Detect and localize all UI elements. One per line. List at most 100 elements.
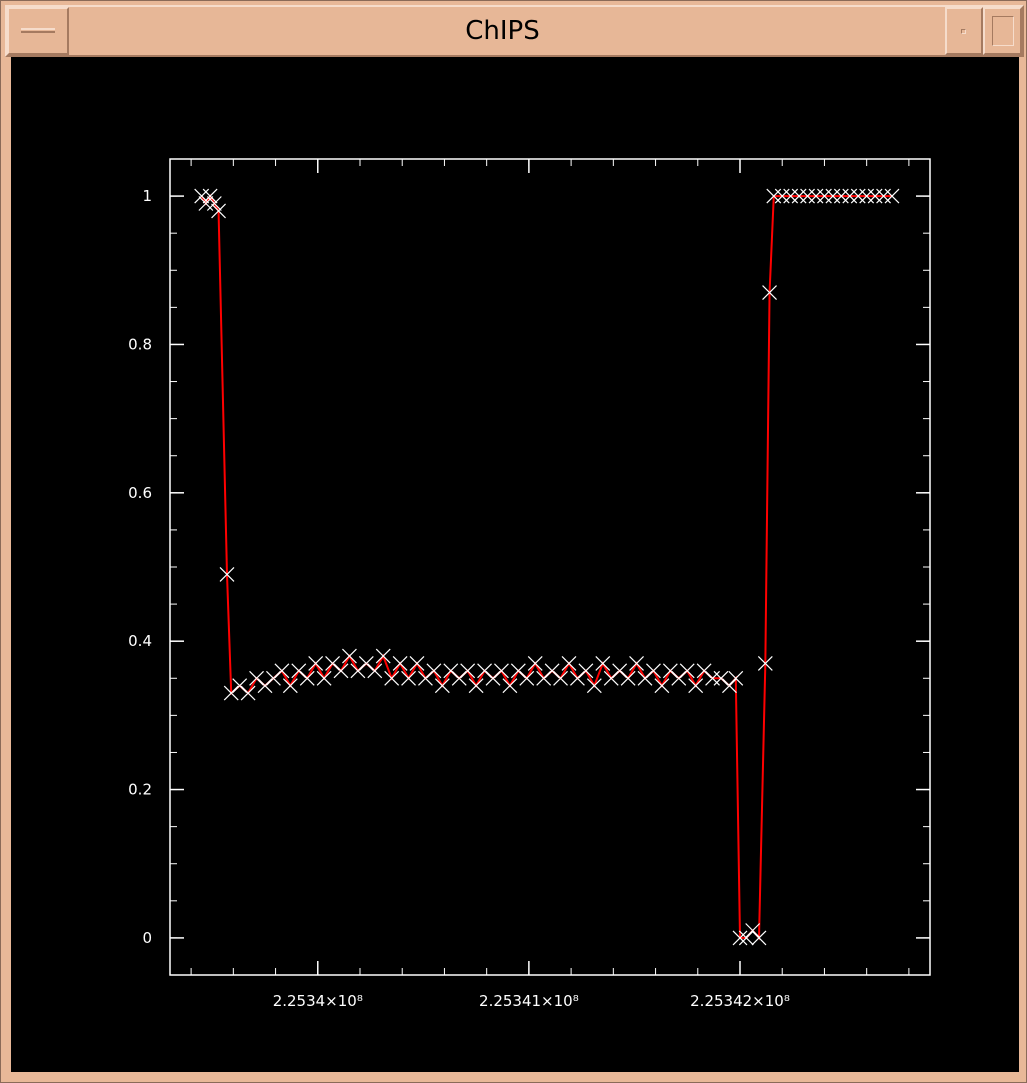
data-point-marker: [232, 678, 248, 694]
data-point-marker: [316, 670, 332, 686]
data-point-marker: [646, 663, 661, 679]
data-point-marker: [586, 678, 602, 694]
y-tick-label: 1: [142, 187, 152, 205]
data-point-marker: [219, 566, 235, 582]
data-point-marker: [800, 188, 815, 204]
data-point-marker: [762, 285, 777, 300]
data-point-marker: [867, 188, 883, 204]
data-point-marker: [671, 670, 687, 686]
data-point-marker: [502, 678, 518, 694]
data-point-marker: [728, 670, 744, 686]
data-point-marker: [342, 648, 357, 664]
data-point-marker: [751, 930, 767, 946]
data-point-marker: [713, 670, 729, 686]
title-bar[interactable]: ChIPS: [5, 5, 1024, 57]
data-point-marker: [842, 188, 858, 204]
data-point-marker: [308, 656, 324, 671]
x-tick-label: 2.25342×10⁸: [690, 992, 790, 1010]
data-point-marker: [274, 663, 290, 679]
data-point-marker: [426, 663, 442, 679]
data-point-marker: [194, 188, 210, 204]
data-point-marker: [679, 663, 695, 679]
data-point-marker: [325, 656, 340, 671]
data-point-marker: [198, 196, 214, 211]
data-point-marker: [257, 678, 273, 694]
data-point-marker: [620, 670, 636, 686]
maximize-icon: [992, 16, 1014, 46]
data-point-marker: [401, 670, 416, 686]
data-point-marker: [876, 188, 891, 204]
data-point-marker: [696, 663, 712, 679]
data-point-marker: [282, 678, 298, 694]
plot-frame: [169, 158, 931, 976]
data-point-marker: [817, 188, 832, 204]
maximize-button[interactable]: [983, 7, 1022, 55]
data-point-marker: [249, 670, 264, 686]
x-tick-label: 2.2534×10⁸: [273, 992, 363, 1010]
data-point-marker: [519, 670, 535, 686]
data-point-marker: [662, 663, 678, 679]
data-point-marker: [510, 663, 526, 679]
data-point-marker: [595, 656, 611, 671]
x-tick-label: 2.25341×10⁸: [479, 992, 579, 1010]
data-point-marker: [392, 656, 408, 671]
data-point-marker: [738, 930, 754, 946]
y-tick-label: 0.2: [128, 781, 152, 799]
data-point-marker: [202, 188, 218, 204]
data-point-marker: [240, 685, 256, 701]
data-point-marker: [553, 670, 568, 686]
data-point-marker: [358, 656, 374, 671]
data-point-marker: [603, 670, 619, 686]
data-point-marker: [833, 188, 849, 204]
window-menu-button[interactable]: [7, 7, 69, 55]
data-point-marker: [722, 678, 737, 694]
data-point-marker: [705, 670, 720, 686]
data-point-marker: [783, 188, 799, 204]
data-point-marker: [384, 670, 400, 686]
data-point-marker: [451, 670, 467, 686]
data-point-marker: [266, 670, 281, 686]
data-point-marker: [350, 663, 366, 679]
data-point-marker: [629, 656, 644, 671]
data-point-marker: [570, 670, 585, 686]
minimize-button[interactable]: [945, 7, 983, 55]
data-point-marker: [367, 663, 383, 679]
series-line: [200, 194, 892, 941]
data-point-marker: [477, 663, 492, 679]
data-point-marker: [544, 663, 560, 679]
data-point-marker: [654, 678, 670, 694]
data-point-marker: [637, 670, 653, 686]
data-point-marker: [468, 678, 484, 694]
data-point-marker: [536, 670, 552, 686]
data-point-marker: [732, 930, 748, 946]
data-point-marker: [460, 663, 476, 679]
data-point-marker: [434, 678, 450, 694]
window-menu-icon: [21, 28, 55, 33]
data-point-marker: [884, 188, 900, 204]
data-point-marker: [859, 188, 875, 204]
data-point-marker: [766, 188, 782, 204]
y-tick-label: 0.4: [128, 632, 152, 650]
data-point-marker: [418, 670, 433, 686]
data-point-marker: [527, 656, 543, 671]
data-point-marker: [223, 685, 239, 701]
data-point-marker: [612, 663, 628, 679]
data-point-marker: [375, 648, 391, 664]
data-point-marker: [578, 663, 594, 679]
data-point-marker: [688, 678, 704, 694]
data-point-marker: [485, 670, 501, 686]
data-point-marker: [757, 656, 773, 671]
data-point-marker: [291, 663, 307, 679]
plot-canvas[interactable]: 0 0.2 0.4 0.6 0.8 1 2.2534×10⁸ 2.25341×10⁸ 2.253…: [11, 57, 1019, 1072]
y-tick-label: 0.6: [128, 484, 152, 502]
y-tick-label: 0.8: [128, 335, 152, 353]
data-point-marker: [206, 196, 222, 211]
data-point-marker: [494, 663, 509, 679]
data-point-marker: [745, 923, 761, 938]
window-title: ChIPS: [465, 16, 540, 46]
data-point-marker: [825, 188, 841, 204]
minimize-icon: [961, 29, 966, 34]
data-point-marker: [850, 188, 866, 204]
data-point-marker: [333, 663, 349, 679]
